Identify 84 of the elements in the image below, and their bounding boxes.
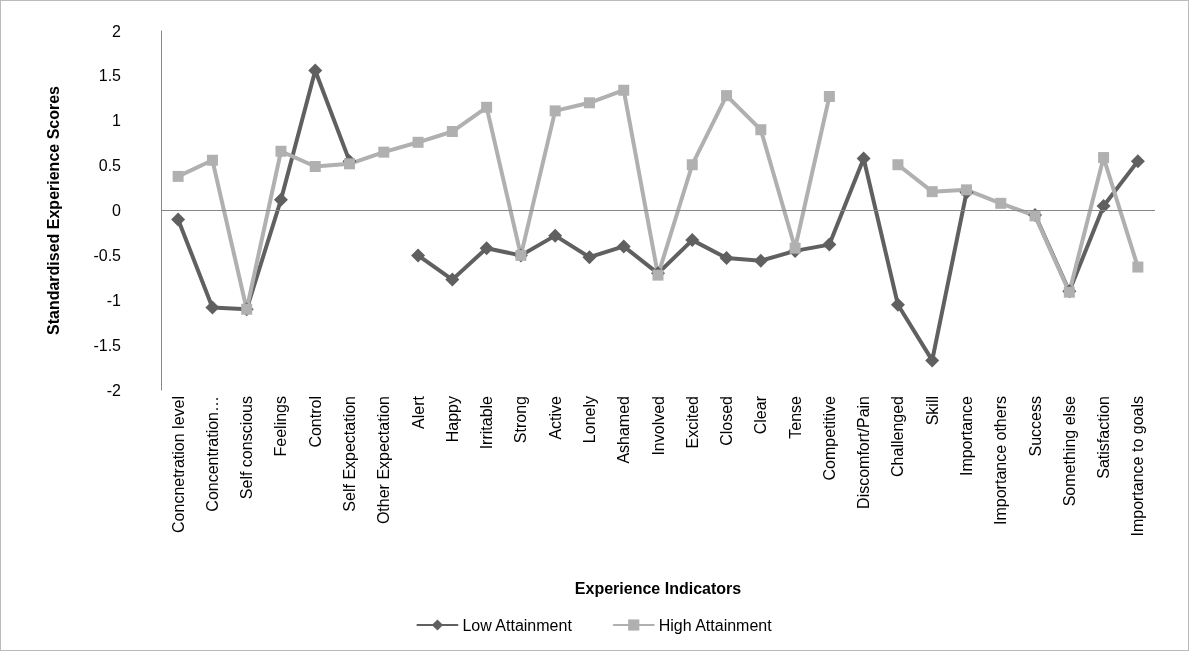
point <box>445 272 460 287</box>
point <box>275 145 287 157</box>
x-tick-label: Importance others <box>992 396 1010 525</box>
point <box>755 124 767 136</box>
x-tick-label: Alert <box>409 395 427 429</box>
y-tick-label: -1 <box>106 291 122 309</box>
y-tick-label: 1 <box>112 112 122 130</box>
x-tick-label: Skill <box>923 396 941 426</box>
point <box>411 248 426 263</box>
y-tick-label: 1.5 <box>98 67 122 85</box>
point <box>548 228 563 243</box>
point <box>719 251 734 266</box>
point <box>892 159 904 171</box>
x-tick-label: Happy <box>443 396 461 443</box>
x-tick-label: Self conscious <box>238 396 256 500</box>
point <box>308 63 323 78</box>
x-axis-title: Experience Indicators <box>574 579 742 597</box>
point <box>1132 261 1144 273</box>
point <box>925 353 940 368</box>
point <box>856 151 871 166</box>
x-tick-label: Active <box>546 395 564 440</box>
x-tick-label: Importance to goals <box>1129 396 1147 537</box>
point <box>1096 199 1111 214</box>
x-tick-label: Lonely <box>580 396 598 444</box>
y-tick-label: -1.5 <box>93 336 122 354</box>
point <box>344 158 356 170</box>
x-tick-label: Discomfort/Pain <box>855 396 873 509</box>
point <box>412 136 424 148</box>
point <box>479 241 494 256</box>
point <box>618 84 630 96</box>
x-tick-label: Tense <box>786 395 804 439</box>
x-tick-label: Control <box>306 396 324 448</box>
x-tick-label: Clear <box>752 395 770 435</box>
point <box>686 159 698 171</box>
point <box>1098 152 1110 164</box>
point <box>960 184 972 196</box>
x-tick-label: Involved <box>649 396 667 456</box>
point <box>205 300 220 315</box>
x-tick-label: Self Expectation <box>341 396 359 512</box>
point <box>549 105 561 117</box>
point <box>582 250 597 265</box>
point <box>206 154 218 166</box>
legend-label: High Attainment <box>658 616 773 634</box>
y-axis-title: Standardised Experience Scores <box>44 85 62 335</box>
point <box>995 197 1007 209</box>
point <box>309 161 321 173</box>
point <box>172 170 184 182</box>
point <box>446 126 458 138</box>
y-tick-label: 2 <box>112 22 122 40</box>
y-tick-label: 0 <box>112 202 122 219</box>
point <box>685 233 700 248</box>
y-tick-label: -2 <box>106 381 122 399</box>
point <box>822 237 837 252</box>
point <box>890 297 905 312</box>
x-tick-label: Strong <box>512 396 530 444</box>
x-tick-label: Competitive <box>820 395 838 481</box>
y-tick-label: -0.5 <box>93 246 122 264</box>
point <box>583 97 595 109</box>
x-tick-label: Ashamed <box>615 396 633 464</box>
x-tick-label: Other Expectation <box>375 396 393 525</box>
point <box>789 242 801 254</box>
x-tick-label: Concnetration level <box>169 396 187 533</box>
x-tick-label: Feelings <box>272 396 290 457</box>
x-tick-label: Satisfaction <box>1095 396 1113 479</box>
point <box>171 212 186 227</box>
x-tick-label: Concentration… <box>203 396 221 512</box>
x-tick-label: Success <box>1026 396 1044 457</box>
x-tick-label: Something else <box>1060 395 1078 507</box>
x-tick-label: Closed <box>718 396 736 446</box>
x-tick-label: Importance <box>957 395 975 477</box>
point <box>481 101 493 113</box>
point <box>378 146 390 158</box>
point <box>753 253 768 268</box>
point <box>616 239 631 254</box>
point <box>273 192 288 207</box>
point <box>721 90 733 102</box>
x-tick-label: Challenged <box>889 396 907 477</box>
point <box>1130 154 1145 169</box>
x-tick-label: Excited <box>683 396 701 449</box>
point <box>926 186 938 198</box>
legend-label: Low Attainment <box>462 616 573 634</box>
point <box>823 91 835 103</box>
x-tick-label: Irritable <box>478 395 496 450</box>
y-tick-label: 0.5 <box>98 157 122 175</box>
